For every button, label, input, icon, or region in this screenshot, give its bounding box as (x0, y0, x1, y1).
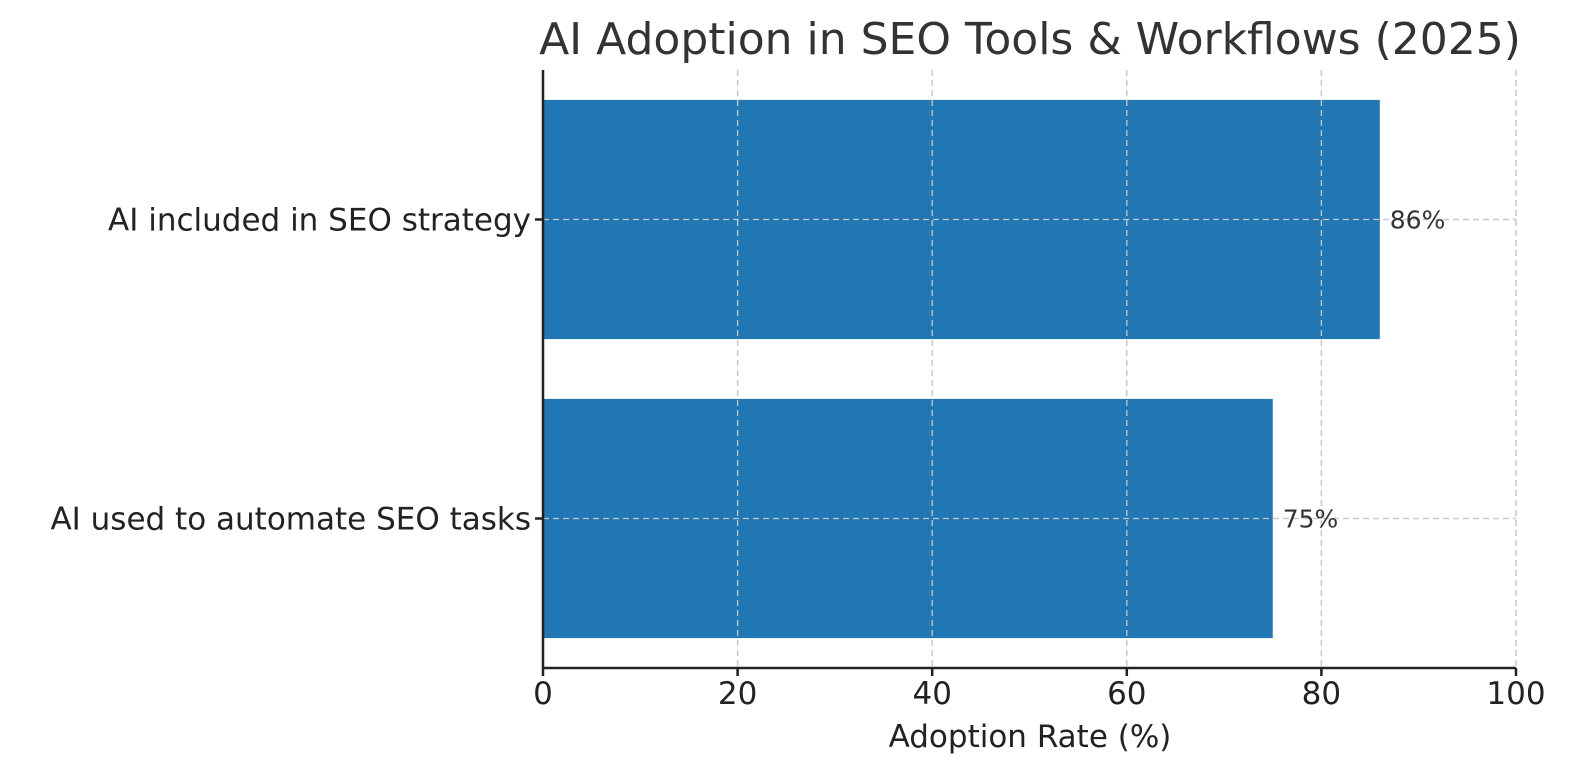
category-label: AI included in SEO strategy (108, 203, 531, 239)
x-tick-label: 100 (1486, 676, 1545, 712)
x-tick-label: 60 (1107, 676, 1146, 712)
x-tick-label: 40 (912, 676, 951, 712)
label-layer: 0 20 40 60 80 100 AI included in SEO strategy A… (50, 203, 1545, 713)
bar (543, 99, 1380, 340)
bar-layer (543, 70, 1517, 668)
x-tick-label: 20 (718, 676, 757, 712)
category-label: AI used to automate SEO tasks (50, 502, 531, 538)
data-label: 86% (1390, 206, 1446, 235)
chart-title: AI Adoption in SEO Tools & Workflows (20… (539, 14, 1521, 65)
x-axis-title: Adoption Rate (%) (889, 719, 1172, 755)
data-label: 75% (1283, 505, 1339, 534)
x-tick-label: 0 (533, 676, 553, 712)
axis-layer (535, 70, 1518, 676)
x-tick-label: 80 (1302, 676, 1341, 712)
